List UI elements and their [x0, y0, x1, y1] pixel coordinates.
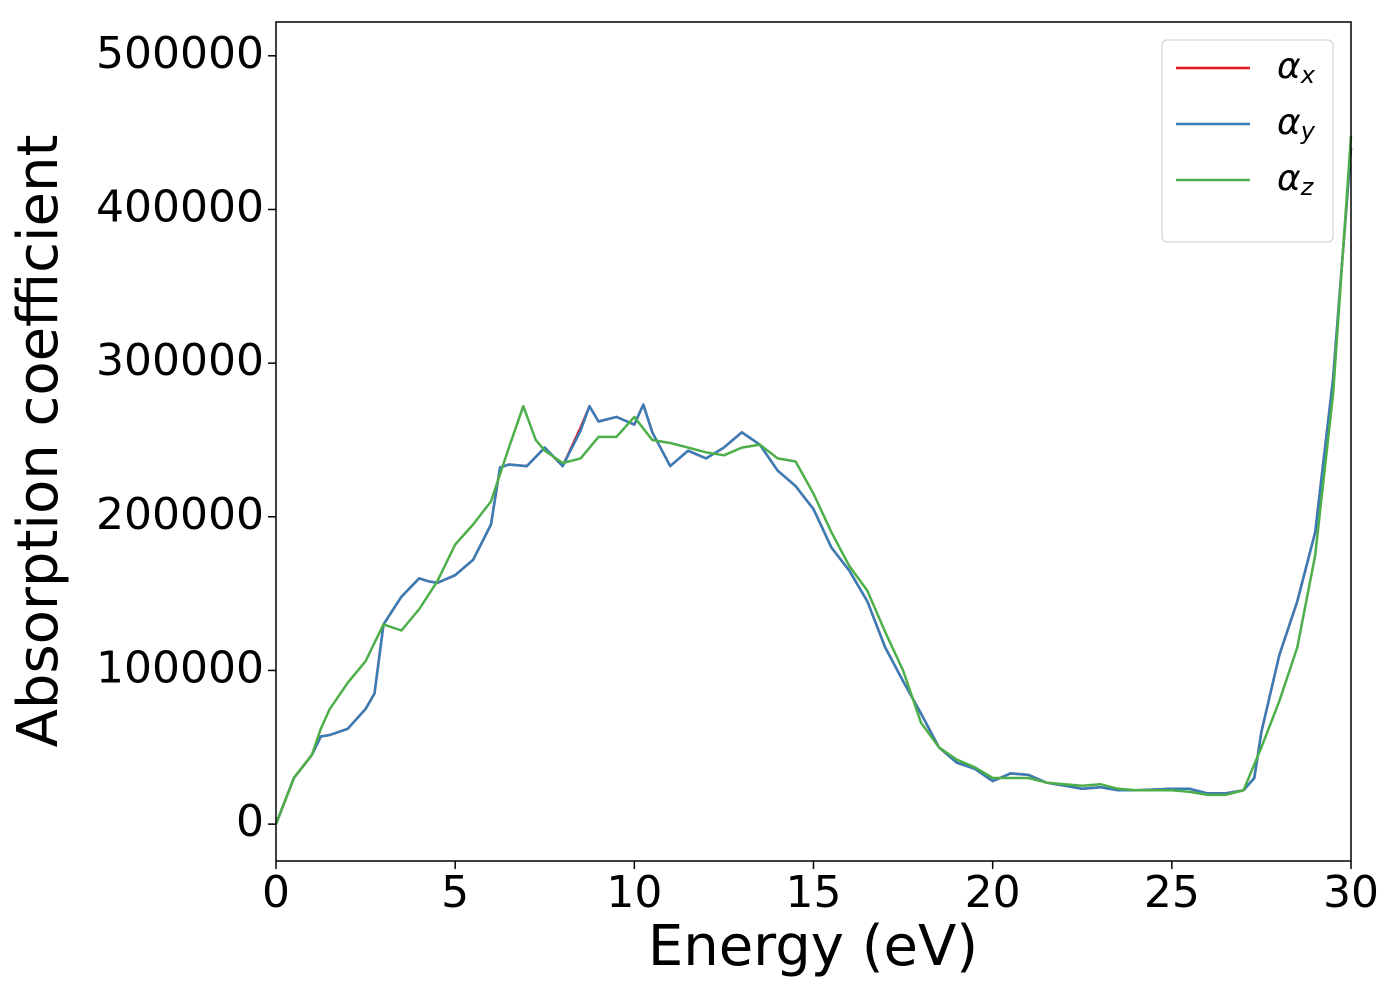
plot-frame [275, 21, 1352, 862]
y-tick-label: 0 [236, 796, 264, 847]
x-tick-label: 30 [1323, 867, 1379, 918]
legend-label: αz [1277, 158, 1315, 201]
x-tick-label: 10 [606, 867, 662, 918]
x-axis-label: Energy (eV) [648, 914, 978, 979]
x-tick-label: 15 [786, 867, 842, 918]
y-tick-label: 400000 [96, 181, 264, 232]
x-tick-label: 0 [262, 867, 290, 918]
y-tick-label: 100000 [96, 642, 264, 693]
legend-box [1161, 39, 1334, 243]
y-axis-label: Absorption coefficient [6, 135, 71, 748]
x-tick-label: 25 [1144, 867, 1200, 918]
y-tick-label: 500000 [96, 28, 264, 79]
x-tick-label: 20 [965, 867, 1021, 918]
series-line [274, 135, 1353, 825]
y-tick-label: 300000 [96, 335, 264, 386]
x-tick-label: 5 [441, 867, 469, 918]
y-tick-label: 200000 [96, 489, 264, 540]
legend-label: αx [1277, 46, 1316, 89]
legend-label: αy [1277, 102, 1316, 145]
